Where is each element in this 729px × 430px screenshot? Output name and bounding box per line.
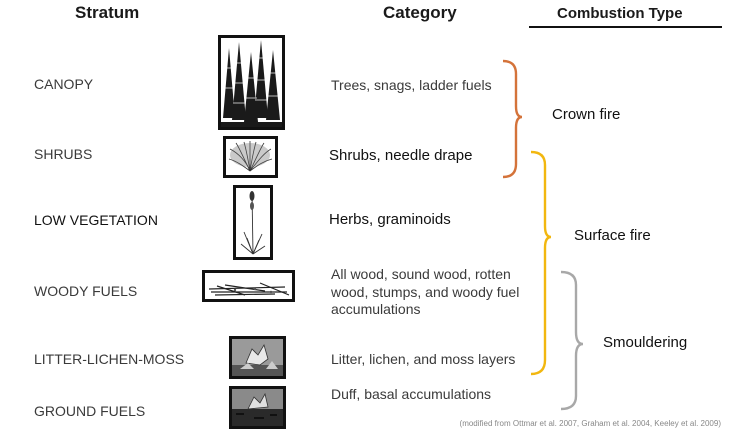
stratum-label: CANOPY — [34, 76, 94, 92]
conifer-trees-icon — [218, 35, 285, 130]
source-credit: (modified from Ottmar et al. 2007, Graha… — [459, 419, 721, 428]
category-label: Herbs, graminoids — [329, 211, 451, 228]
stratum-label: WOODY FUELS — [34, 283, 138, 299]
crown-fire-brace — [502, 59, 523, 179]
combustion-type-header: Combustion Type — [557, 5, 683, 22]
category-label: wood, stumps, and woody fuel — [331, 284, 520, 300]
combustion-type-label: Surface fire — [574, 227, 651, 244]
combustion-type-label: Smouldering — [603, 334, 688, 351]
category-label: All wood, sound wood, rotten — [331, 266, 511, 282]
stratum-header: Stratum — [75, 3, 140, 22]
combustion-header-underline — [529, 26, 722, 28]
stratum-label: LOW VEGETATION — [34, 212, 158, 228]
shrub-icon — [223, 136, 278, 178]
category-label: Duff, basal accumulations — [331, 386, 492, 402]
category-label: Shrubs, needle drape — [329, 147, 473, 164]
stratum-label: SHRUBS — [34, 146, 93, 162]
surface-fire-brace — [530, 150, 552, 376]
category-header: Category — [383, 3, 457, 22]
category-label: Trees, snags, ladder fuels — [331, 77, 492, 93]
litter-leaf-icon — [229, 336, 286, 379]
smouldering-brace — [560, 270, 584, 411]
duff-ground-icon — [229, 386, 286, 429]
stratum-label: GROUND FUELS — [34, 403, 146, 419]
category-label: accumulations — [331, 301, 421, 317]
herb-grass-icon — [233, 185, 273, 260]
category-label: Litter, lichen, and moss layers — [331, 351, 516, 367]
stratum-label: LITTER-LICHEN-MOSS — [34, 351, 185, 367]
fallen-logs-icon — [202, 270, 295, 302]
combustion-type-label: Crown fire — [552, 106, 621, 123]
